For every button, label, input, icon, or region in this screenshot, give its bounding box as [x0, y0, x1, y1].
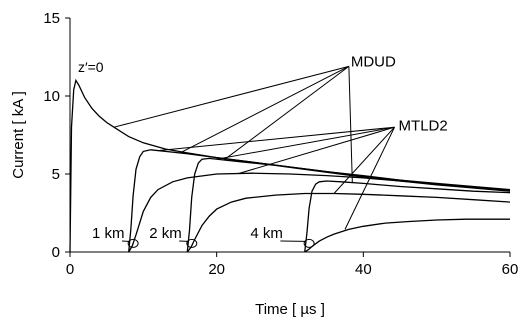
leader-line [113, 65, 349, 128]
leader-line [333, 126, 395, 194]
x-tick-label: 60 [502, 261, 519, 278]
annotation-1-km: 1 km [92, 225, 125, 242]
annotation-4-km: 4 km [250, 225, 283, 242]
y-tick-label: 10 [43, 88, 60, 105]
leader-line [344, 126, 395, 230]
curve-label: z′=0 [78, 59, 104, 75]
distance-marker-1 [186, 238, 198, 248]
y-axis-title: Current [ kA ] [10, 91, 27, 179]
x-tick-label: 40 [355, 261, 372, 278]
y-tick-label: 0 [52, 244, 60, 261]
series-mdud-3 [304, 180, 511, 253]
y-tick-label: 15 [43, 10, 60, 27]
series-mdud-0 [69, 78, 511, 253]
x-tick-label: 20 [208, 261, 225, 278]
series-mdud-1 [128, 149, 511, 253]
leader-line [179, 65, 350, 154]
distance-marker-2 [303, 238, 315, 248]
x-tick-label: 0 [66, 261, 74, 278]
annotation-mtld2: MTLD2 [399, 117, 448, 134]
leader-line [238, 126, 395, 175]
series-mtld2-6 [304, 218, 510, 253]
leader-line [216, 126, 395, 160]
series-mdud-2 [186, 157, 511, 253]
x-axis-title: Time [ µs ] [255, 301, 325, 318]
annotation-2-km: 2 km [149, 225, 182, 242]
series-mtld2-4 [128, 172, 511, 253]
leader-line [348, 66, 353, 183]
annotation-mdud: MDUD [351, 53, 396, 70]
leader-line [157, 126, 395, 152]
y-tick-label: 5 [52, 166, 60, 183]
leader-line [223, 65, 350, 161]
series-mtld2-5 [186, 192, 511, 253]
distance-marker-0 [127, 238, 139, 248]
